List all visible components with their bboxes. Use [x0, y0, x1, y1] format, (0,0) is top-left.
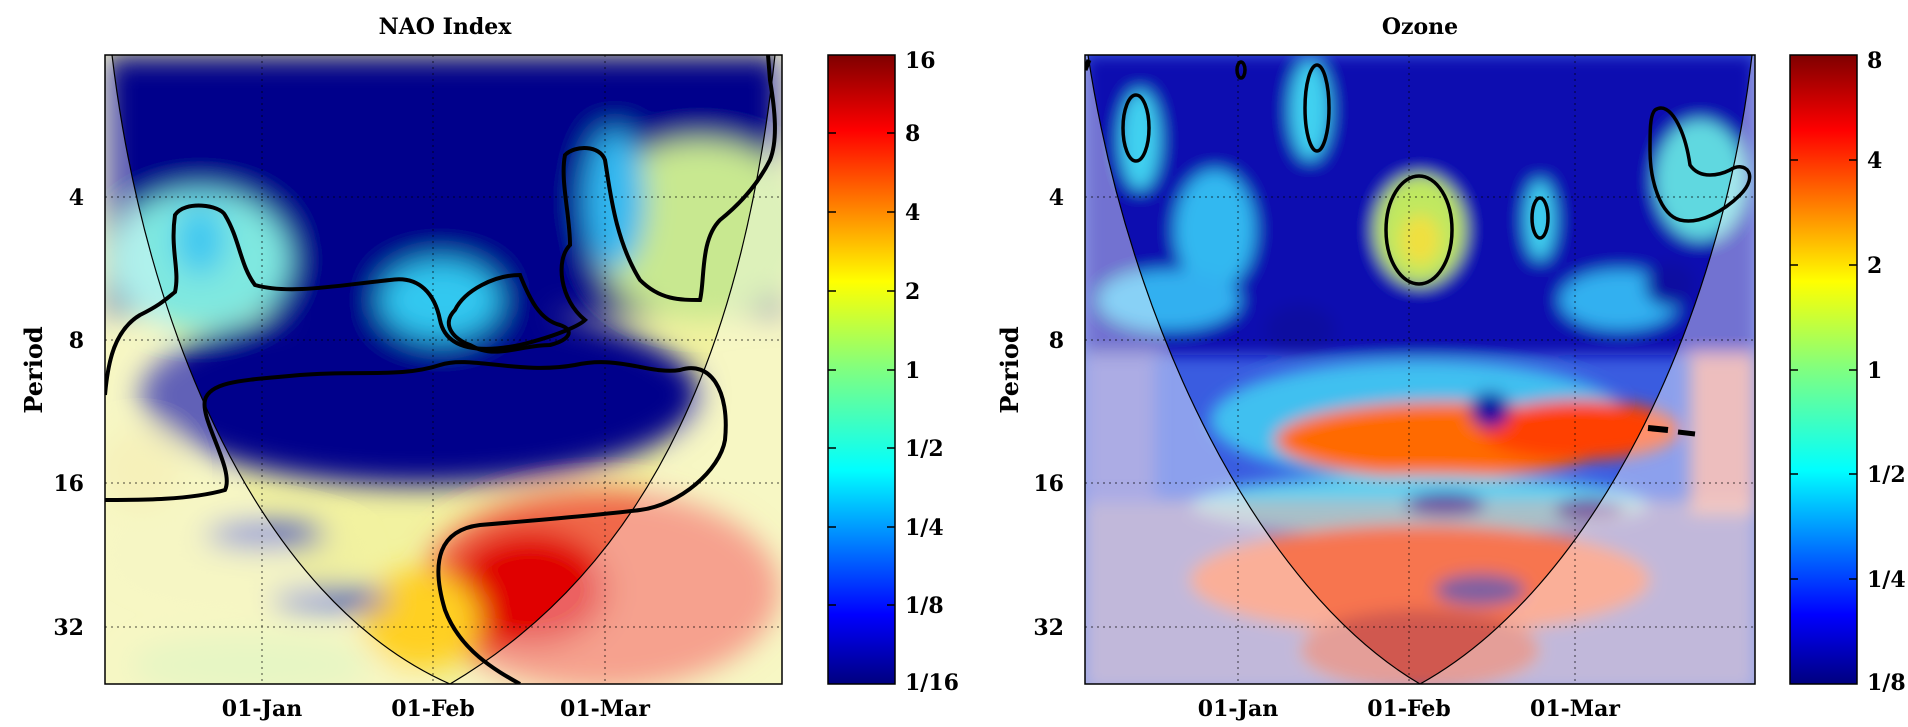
nao-colorbar: 16 8 4 2 1 1/2 1/4 1/8 1/16: [827, 48, 959, 696]
nao-xtick-jan: 01-Jan: [222, 696, 302, 722]
nao-x-axis: 01-Jan 01-Feb 01-Mar: [222, 696, 651, 722]
ozone-cbtick-1-8: 1/8: [1867, 670, 1906, 696]
nao-ylabel: Period: [19, 326, 48, 413]
ozone-ylabel: Period: [995, 326, 1024, 413]
nao-y-axis: 4 8 16 32 Period: [19, 185, 84, 641]
ozone-xtick-jan: 01-Jan: [1198, 696, 1278, 722]
nao-cbtick-1-4: 1/4: [905, 515, 944, 541]
nao-ytick-4: 4: [69, 185, 84, 211]
nao-cbtick-8: 8: [905, 121, 920, 147]
nao-heatmap: [105, 55, 782, 684]
nao-cbtick-1-2: 1/2: [905, 436, 944, 462]
ozone-xtick-mar: 01-Mar: [1530, 696, 1620, 722]
nao-cbtick-2: 2: [905, 279, 920, 305]
ozone-ytick-4: 4: [1049, 185, 1064, 211]
nao-ytick-8: 8: [69, 328, 84, 354]
nao-cbtick-1: 1: [905, 358, 920, 384]
nao-significance-contours: [105, 55, 777, 684]
ozone-cbtick-8: 8: [1867, 48, 1882, 74]
ozone-significance-contours: [1085, 59, 1752, 437]
nao-ytick-32: 32: [53, 615, 84, 641]
ozone-y-axis: 4 8 16 32 Period: [995, 185, 1064, 641]
ozone-cbtick-4: 4: [1867, 148, 1882, 174]
nao-panel: NAO Index: [19, 14, 959, 722]
ozone-title: Ozone: [1382, 14, 1458, 40]
ozone-panel: Ozone: [995, 14, 1906, 722]
ozone-grid: [1085, 55, 1755, 684]
nao-xtick-feb: 01-Feb: [391, 696, 475, 722]
nao-ytick-16: 16: [53, 471, 84, 497]
ozone-colorbar: 8 4 2 1 1/2 1/4 1/8: [1789, 48, 1906, 696]
nao-cbtick-16: 16: [905, 48, 936, 74]
ozone-cbtick-2: 2: [1867, 253, 1882, 279]
ozone-x-axis: 01-Jan 01-Feb 01-Mar: [1198, 696, 1621, 722]
nao-cbtick-4: 4: [905, 200, 920, 226]
nao-title: NAO Index: [379, 14, 513, 40]
nao-xtick-mar: 01-Mar: [560, 696, 650, 722]
ozone-xtick-feb: 01-Feb: [1367, 696, 1451, 722]
ozone-cbtick-1-4: 1/4: [1867, 567, 1906, 593]
ozone-cbtick-1: 1: [1867, 358, 1882, 384]
ozone-ytick-8: 8: [1049, 328, 1064, 354]
ozone-cbtick-1-2: 1/2: [1867, 462, 1906, 488]
ozone-ytick-16: 16: [1033, 471, 1064, 497]
nao-cbtick-1-16: 1/16: [905, 670, 959, 696]
ozone-ytick-32: 32: [1033, 615, 1064, 641]
nao-grid: [105, 55, 782, 684]
nao-cbtick-1-8: 1/8: [905, 593, 944, 619]
ozone-heatmap: [1085, 55, 1755, 684]
